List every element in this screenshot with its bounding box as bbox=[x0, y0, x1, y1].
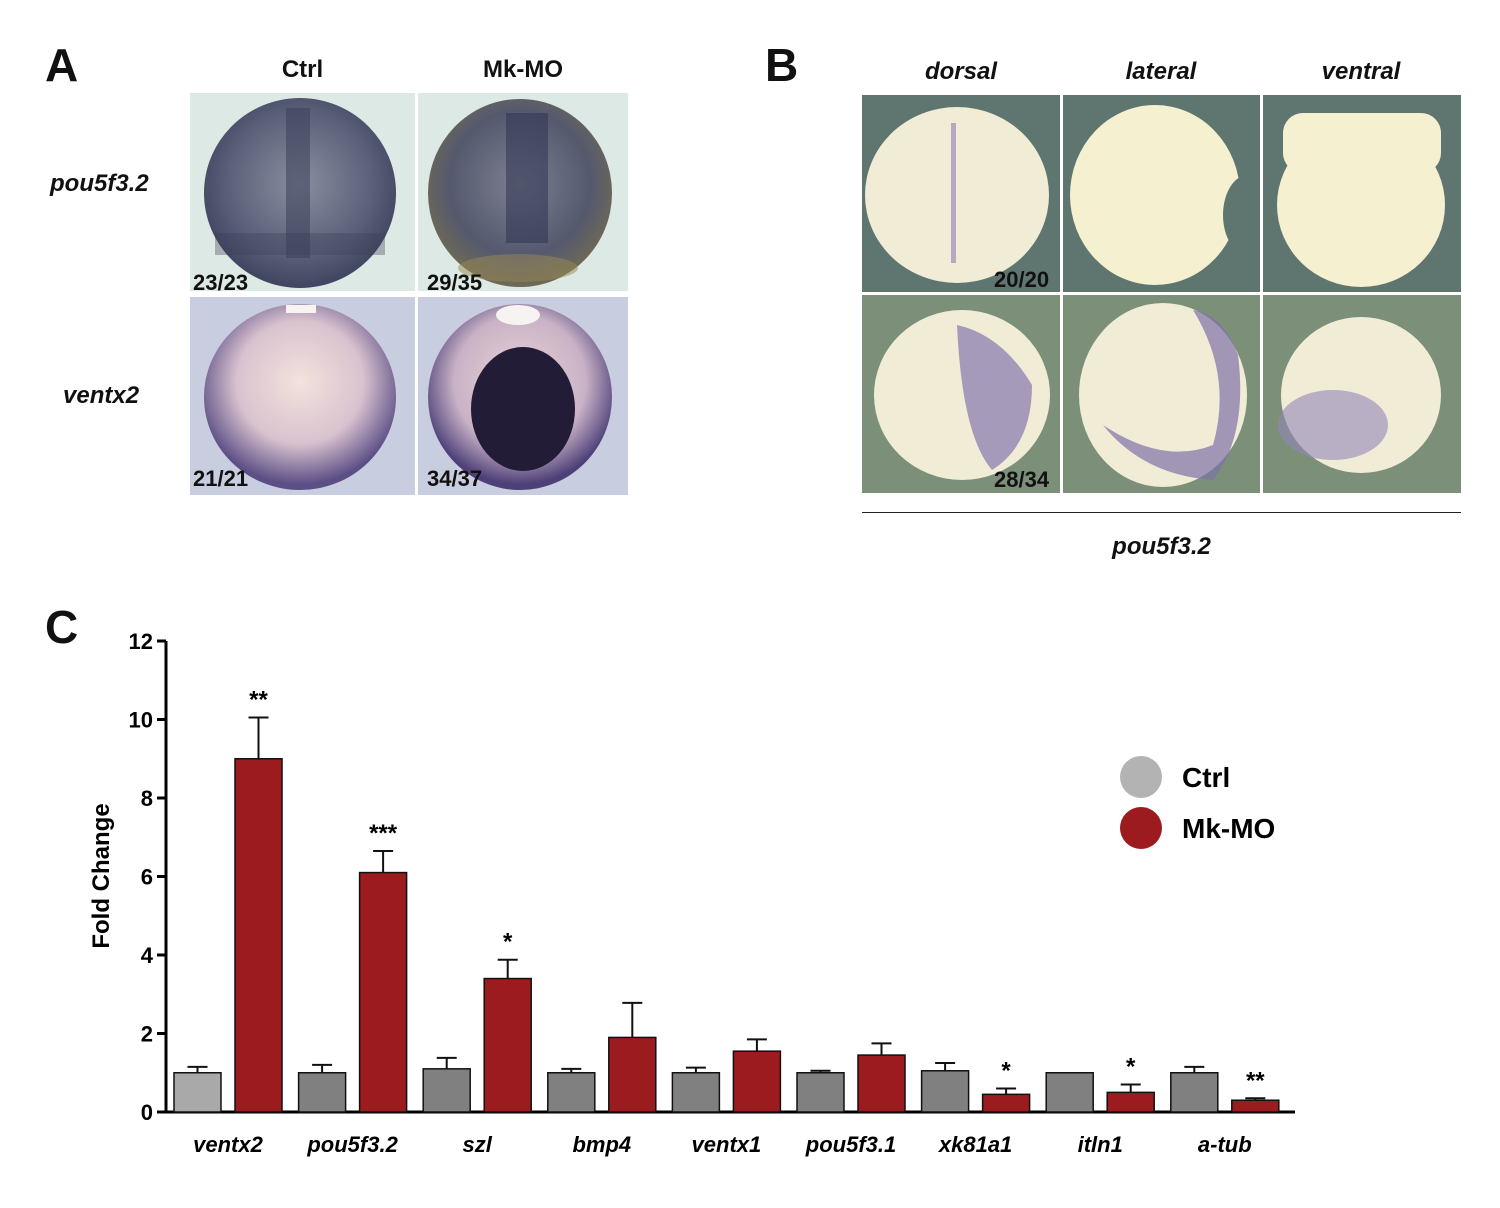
y-tick-label: 6 bbox=[141, 865, 153, 890]
y-tick-label: 4 bbox=[141, 943, 154, 968]
bar-mkmo bbox=[857, 1054, 906, 1113]
bar-mkmo bbox=[608, 1036, 657, 1113]
bar-ctrl bbox=[1045, 1072, 1094, 1113]
panel-b-view-dorsal: dorsal bbox=[924, 58, 998, 85]
panel-a-image-mkmo-pou5f3-2 bbox=[418, 93, 628, 291]
bar-ctrl bbox=[422, 1068, 471, 1113]
panel-b-image-ctrl-dorsal bbox=[862, 95, 1060, 292]
panel-a-image-ctrl-ventx2 bbox=[190, 297, 415, 495]
panel-a-count-ctrl-pou5f3-2: 23/23 bbox=[193, 270, 249, 295]
panel-a-row-ventx2: ventx2 bbox=[63, 382, 140, 409]
x-tick-label: szl bbox=[463, 1132, 493, 1157]
bar-ctrl bbox=[547, 1072, 596, 1113]
legend-label: Mk-MO bbox=[1182, 813, 1275, 844]
bar-ctrl bbox=[796, 1072, 845, 1113]
panel-b-image-ctrl-lateral bbox=[1063, 95, 1260, 292]
panel-b-gene-label: pou5f3.2 bbox=[1112, 533, 1211, 560]
panel-b-count-ctrl: 20/20 bbox=[994, 267, 1050, 292]
panel-a-count-ctrl-ventx2: 21/21 bbox=[193, 466, 249, 491]
panel-a-letter: A bbox=[45, 39, 79, 91]
y-tick-label: 0 bbox=[141, 1100, 153, 1125]
y-tick-label: 2 bbox=[141, 1022, 153, 1047]
y-axis-label: Fold Change bbox=[88, 803, 115, 948]
significance-marker: ** bbox=[249, 687, 268, 714]
x-tick-label: a-tub bbox=[1198, 1132, 1252, 1157]
panel-a-count-mkmo-pou5f3-2: 29/35 bbox=[427, 270, 483, 295]
bar-ctrl bbox=[671, 1072, 721, 1113]
panel-b-image-ctrl-ventral bbox=[1263, 95, 1461, 292]
panel-b-image-mkmo-lateral bbox=[1063, 295, 1260, 493]
bar-mkmo bbox=[234, 758, 283, 1113]
bar-mkmo bbox=[358, 871, 408, 1113]
panel-a-count-mkmo-ventx2: 34/37 bbox=[427, 466, 483, 491]
x-tick-label: ventx1 bbox=[692, 1132, 762, 1157]
x-tick-label: ventx2 bbox=[193, 1132, 263, 1157]
bar-ctrl bbox=[1170, 1072, 1219, 1113]
bar-mkmo bbox=[732, 1050, 782, 1113]
panel-a-row-pou5f3-2: pou5f3.2 bbox=[50, 170, 149, 197]
panel-a-col-ctrl: Ctrl bbox=[281, 56, 324, 83]
bar-mkmo bbox=[1231, 1099, 1280, 1113]
panel-b-underline bbox=[862, 512, 1461, 513]
significance-marker: *** bbox=[369, 820, 398, 847]
bar-mkmo bbox=[981, 1093, 1031, 1113]
significance-marker: ** bbox=[1246, 1067, 1265, 1094]
panel-b-image-mkmo-ventral bbox=[1263, 295, 1461, 493]
x-tick-label: bmp4 bbox=[572, 1132, 631, 1157]
significance-marker: * bbox=[1126, 1054, 1136, 1081]
significance-marker: * bbox=[503, 929, 513, 956]
legend-marker-mkmo bbox=[1120, 807, 1162, 849]
legend-label: Ctrl bbox=[1182, 762, 1230, 793]
y-tick-label: 8 bbox=[141, 786, 153, 811]
panel-b-image-mkmo-dorsal bbox=[862, 295, 1060, 493]
panel-b-letter: B bbox=[765, 39, 799, 91]
x-tick-label: itln1 bbox=[1078, 1132, 1123, 1157]
legend-marker-ctrl bbox=[1120, 756, 1162, 798]
panel-a-image-ctrl-pou5f3-2 bbox=[190, 93, 415, 291]
y-tick-label: 10 bbox=[129, 708, 153, 733]
panel-b-view-lateral: lateral bbox=[1125, 58, 1197, 85]
panel-a-col-mkmo: Mk-MO bbox=[483, 56, 563, 83]
panel-b-view-ventral: ventral bbox=[1321, 58, 1401, 85]
bar-ctrl bbox=[297, 1072, 347, 1113]
x-tick-label: pou5f3.1 bbox=[805, 1132, 896, 1157]
panel-a-image-mkmo-ventx2 bbox=[418, 297, 628, 495]
x-tick-label: pou5f3.2 bbox=[306, 1132, 398, 1157]
bar-ctrl bbox=[920, 1070, 970, 1113]
significance-marker: * bbox=[1001, 1057, 1011, 1084]
x-tick-label: xk81a1 bbox=[938, 1132, 1012, 1157]
bar-ctrl bbox=[173, 1072, 222, 1113]
panel-b-count-mkmo: 28/34 bbox=[994, 467, 1050, 492]
bar-mkmo bbox=[483, 977, 532, 1113]
y-tick-label: 12 bbox=[129, 629, 153, 654]
bar-mkmo bbox=[1106, 1091, 1155, 1113]
panel-c-letter: C bbox=[45, 601, 79, 653]
